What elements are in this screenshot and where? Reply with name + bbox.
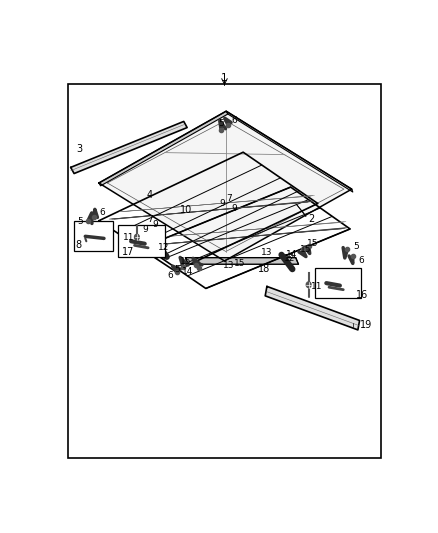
Circle shape [306,282,311,288]
Text: 13: 13 [223,261,234,270]
Polygon shape [226,111,353,192]
Text: 16: 16 [356,290,368,300]
Text: 11: 11 [123,233,134,243]
Text: 17: 17 [122,247,134,257]
Text: 5: 5 [77,217,83,227]
Text: 14: 14 [182,266,193,276]
Text: 9: 9 [232,204,237,213]
Circle shape [134,235,139,240]
Text: 2: 2 [308,214,314,224]
Text: 6: 6 [358,256,364,265]
Text: 19: 19 [360,320,372,329]
Text: 6: 6 [99,208,105,217]
Text: 5: 5 [174,265,180,274]
Bar [74,221,113,251]
Text: 12: 12 [159,243,170,252]
Text: 6: 6 [167,271,173,280]
Bar [315,268,361,298]
Text: 4: 4 [147,190,153,200]
Text: 18: 18 [258,264,271,274]
Text: 12: 12 [284,254,296,263]
Polygon shape [99,111,228,186]
Text: 3: 3 [76,144,82,154]
Text: 1: 1 [221,74,228,83]
Text: 5: 5 [218,119,224,128]
Text: 10: 10 [180,206,193,215]
Polygon shape [71,122,187,174]
Polygon shape [265,286,360,330]
Text: 6: 6 [231,116,237,125]
Text: 5: 5 [353,242,359,251]
Text: 13: 13 [261,248,273,257]
Text: 9: 9 [152,220,158,229]
Text: 11: 11 [311,282,322,291]
Text: 14: 14 [286,251,297,259]
Text: 7: 7 [148,215,153,224]
Text: 15: 15 [234,259,246,268]
Bar [117,225,165,257]
Text: 15: 15 [300,245,312,254]
Polygon shape [185,257,298,264]
Text: 9: 9 [219,199,225,208]
Text: 8: 8 [76,240,82,251]
Text: 15: 15 [307,239,318,248]
Polygon shape [99,111,352,261]
Text: 9: 9 [143,225,148,234]
Text: 7: 7 [227,194,233,203]
Text: 15: 15 [180,257,191,266]
